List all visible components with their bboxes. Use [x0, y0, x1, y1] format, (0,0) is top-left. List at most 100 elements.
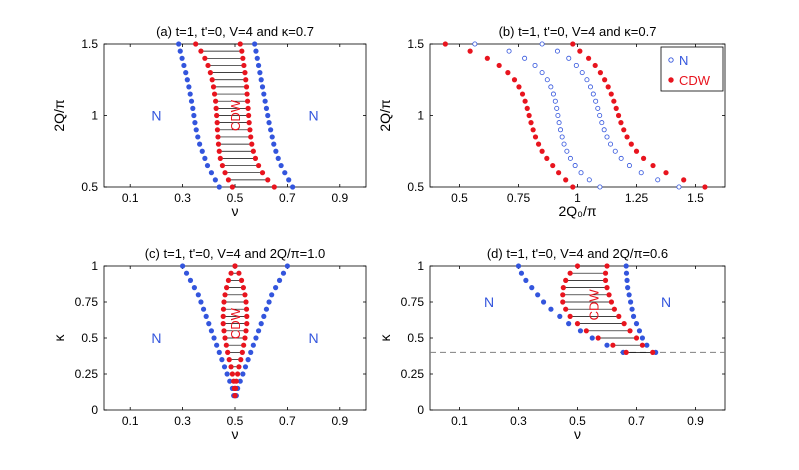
n-point-open: [573, 62, 579, 68]
n-point: [290, 184, 296, 190]
cdw-point: [220, 313, 226, 319]
n-point: [259, 84, 266, 90]
cdw-point: [524, 105, 530, 111]
region-label: N: [309, 108, 319, 124]
n-point: [273, 285, 279, 291]
cdw-point: [245, 105, 251, 111]
n-point: [176, 41, 182, 47]
cdw-point: [225, 277, 232, 283]
cdw-point: [597, 70, 603, 76]
cdw-point: [560, 292, 566, 298]
n-point: [624, 277, 630, 283]
y-tick-label: 1.5: [81, 37, 98, 51]
n-point: [195, 292, 201, 298]
cdw-point: [242, 70, 248, 76]
cdw-point: [639, 342, 646, 348]
n-point: [197, 141, 203, 147]
cdw-point: [640, 155, 647, 161]
cdw-point: [232, 393, 238, 399]
n-point-open: [532, 62, 538, 68]
cdw-point: [210, 84, 217, 90]
cdw-point: [550, 162, 556, 169]
cdw-point: [243, 328, 249, 334]
n-point-open: [676, 184, 682, 190]
cdw-point: [249, 141, 255, 147]
cdw-point: [650, 162, 656, 169]
cdw-point: [242, 335, 248, 341]
n-point-open: [601, 127, 607, 133]
region-label: N: [309, 330, 319, 346]
n-point: [263, 306, 270, 312]
cdw-point: [265, 177, 271, 183]
cdw-point: [650, 349, 656, 355]
x-tick-label: 1: [574, 191, 581, 205]
n-point-open: [586, 177, 592, 183]
cdw-point: [211, 91, 218, 97]
n-point-open: [612, 148, 618, 154]
cdw-point: [243, 306, 250, 312]
cdw-point: [215, 134, 221, 140]
cdw-point: [605, 84, 611, 90]
cdw-point: [221, 299, 227, 305]
n-point: [540, 299, 547, 305]
n-point: [227, 378, 233, 384]
cdw-point: [610, 342, 616, 348]
n-point: [523, 277, 529, 283]
cdw-point: [526, 112, 532, 119]
cdw-point: [233, 378, 239, 384]
cdw-point: [240, 285, 246, 291]
n-point-open: [539, 41, 545, 47]
y-tick-label: 0.75: [75, 295, 99, 309]
n-point: [211, 335, 217, 341]
region-label: N: [151, 330, 161, 346]
cdw-point: [628, 141, 634, 147]
n-point: [193, 127, 199, 133]
n-point: [214, 342, 220, 348]
n-point: [204, 162, 211, 169]
n-point: [181, 62, 187, 69]
x-tick-label: 0.9: [331, 191, 348, 205]
n-point: [263, 105, 270, 111]
n-point: [250, 342, 256, 348]
cdw-point: [246, 112, 252, 119]
y-tick-label: 0.25: [401, 367, 425, 381]
n-point: [202, 155, 208, 161]
n-point-open: [597, 113, 603, 119]
n-point: [180, 263, 186, 269]
n-point-open: [554, 48, 560, 54]
x-axis-label: ν: [232, 203, 239, 219]
cdw-point: [232, 263, 238, 269]
n-point: [219, 357, 225, 363]
n-point: [187, 277, 194, 283]
n-point: [258, 321, 264, 327]
cdw-point: [519, 91, 526, 97]
cdw-point: [621, 321, 627, 327]
cdw-point: [567, 270, 573, 276]
x-tick-label: 0.9: [331, 414, 348, 428]
cdw-point: [624, 134, 630, 140]
cdw-point: [613, 105, 619, 111]
cdw-point: [220, 321, 226, 327]
cdw-point: [621, 127, 627, 133]
cdw-point: [484, 55, 490, 61]
cdw-point: [535, 141, 542, 147]
y-tick-label: 1: [417, 109, 424, 123]
cdw-point: [241, 62, 247, 69]
n-point-open: [599, 120, 605, 126]
n-point: [216, 184, 222, 190]
n-point: [255, 62, 262, 69]
y-tick-label: 1: [91, 259, 98, 273]
cdw-point: [216, 148, 222, 154]
cdw-point: [222, 335, 228, 341]
cdw-point: [567, 313, 573, 319]
cdw-point: [633, 148, 640, 154]
n-point: [271, 141, 277, 147]
cdw-point: [604, 285, 610, 291]
n-point-open: [626, 163, 632, 169]
cdw-point: [618, 120, 624, 126]
n-point: [192, 120, 198, 126]
x-tick-label: 0.5: [569, 414, 586, 428]
n-point: [253, 48, 259, 54]
y-axis-label: κ: [51, 334, 67, 342]
n-point-open: [566, 55, 572, 61]
